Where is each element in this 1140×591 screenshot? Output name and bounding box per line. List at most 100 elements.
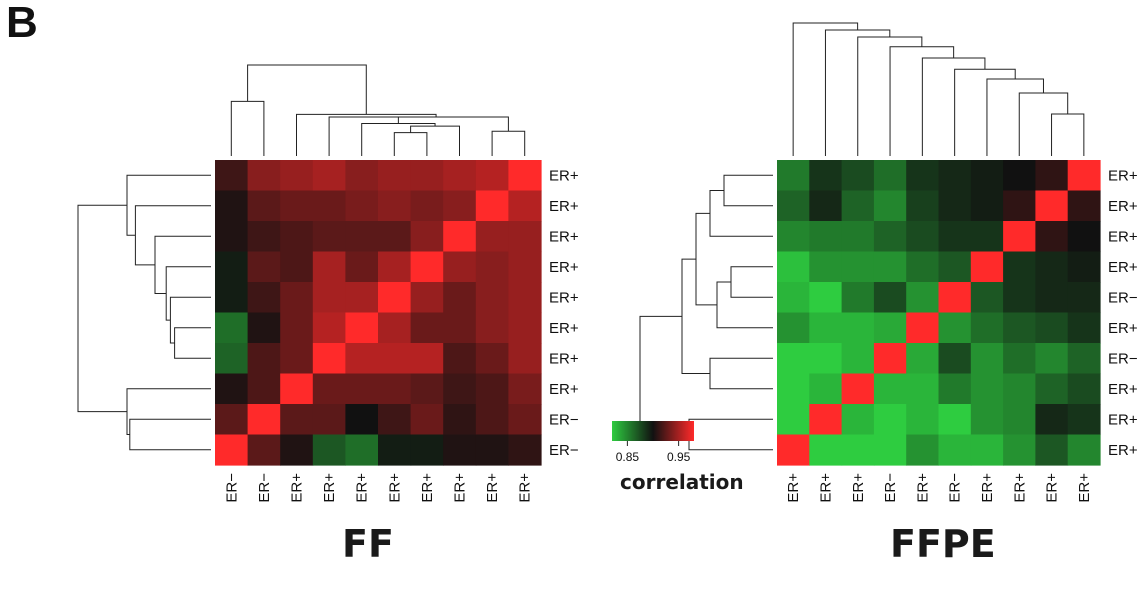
dendrogram-branch bbox=[169, 296, 211, 344]
dendrogram-branch bbox=[296, 113, 437, 156]
heatmap-cell bbox=[475, 282, 509, 314]
heatmap-cell bbox=[345, 404, 379, 436]
col-label: ER+ bbox=[484, 473, 501, 503]
dendrogram-branch bbox=[716, 281, 773, 329]
heatmap-cell bbox=[1003, 312, 1036, 344]
heatmap-cell bbox=[475, 160, 509, 192]
heatmap-cell bbox=[280, 434, 314, 466]
heatmap-cell bbox=[475, 221, 509, 253]
heatmap-cell bbox=[280, 343, 314, 375]
heatmap-cell bbox=[508, 221, 542, 253]
heatmap-cell bbox=[906, 221, 940, 253]
heatmap-cell bbox=[215, 251, 249, 283]
heatmap-cell bbox=[443, 312, 477, 344]
heatmap-cell bbox=[247, 373, 281, 405]
heatmap-cell bbox=[312, 190, 346, 222]
heatmap-cell bbox=[873, 312, 907, 344]
heatmap-cell bbox=[873, 160, 907, 192]
dendrogram-branch bbox=[165, 266, 211, 321]
heatmap-cell bbox=[906, 251, 940, 283]
dendrogram-branch bbox=[230, 100, 265, 156]
heatmap-cell bbox=[777, 312, 810, 344]
heatmap-cell bbox=[777, 282, 810, 314]
heatmap-cell bbox=[906, 434, 940, 466]
dendrogram-branch bbox=[889, 46, 955, 156]
col-label: ER− bbox=[947, 473, 964, 503]
heatmap-cell bbox=[508, 343, 542, 375]
heatmap-cell bbox=[777, 434, 810, 466]
heatmap-cell bbox=[841, 434, 875, 466]
heatmap-cell bbox=[1067, 160, 1101, 192]
heatmap-cell bbox=[378, 221, 412, 253]
heatmap-cell bbox=[508, 282, 542, 314]
col-label: ER− bbox=[256, 473, 273, 503]
row-label: ER+ bbox=[1108, 381, 1138, 398]
heatmap-cell bbox=[312, 373, 346, 405]
heatmap-cell bbox=[1067, 251, 1101, 283]
heatmap-cell bbox=[873, 373, 907, 405]
heatmap-cell bbox=[280, 221, 314, 253]
heatmap-cell bbox=[1035, 282, 1069, 314]
heatmap-cell bbox=[1067, 190, 1101, 222]
row-label: ER+ bbox=[549, 198, 579, 215]
heatmap-cell bbox=[410, 373, 444, 405]
heatmap-cell bbox=[1067, 221, 1101, 253]
heatmap-cell bbox=[508, 251, 542, 283]
dendrogram-branch bbox=[154, 235, 211, 294]
heatmap-cell bbox=[1003, 160, 1036, 192]
heatmap-cell bbox=[280, 282, 314, 314]
heatmap-cell bbox=[841, 343, 875, 375]
heatmap-cell bbox=[809, 221, 843, 253]
heatmap-cell bbox=[841, 282, 875, 314]
heatmap-cell bbox=[247, 343, 281, 375]
heatmap-cell bbox=[443, 160, 477, 192]
heatmap-cell bbox=[378, 434, 412, 466]
ff-heatmap bbox=[215, 160, 542, 466]
heatmap-cell bbox=[508, 404, 542, 436]
heatmap-cell bbox=[345, 434, 379, 466]
heatmap-cell bbox=[809, 282, 843, 314]
dendrogram-branch bbox=[986, 78, 1044, 156]
heatmap-cell bbox=[1067, 434, 1101, 466]
heatmap-cell bbox=[906, 160, 940, 192]
heatmap-cell bbox=[809, 343, 843, 375]
heatmap-cell bbox=[345, 282, 379, 314]
col-label: ER+ bbox=[289, 473, 306, 503]
dendrogram-branch bbox=[723, 174, 773, 207]
heatmap-cell bbox=[410, 251, 444, 283]
heatmap-cell bbox=[906, 373, 940, 405]
heatmap-cell bbox=[938, 221, 972, 253]
heatmap-cell bbox=[777, 160, 810, 192]
ff-panel-title: FF bbox=[342, 522, 394, 566]
col-label: ER+ bbox=[785, 473, 802, 503]
heatmap-cell bbox=[809, 190, 843, 222]
heatmap-cell bbox=[312, 282, 346, 314]
heatmap-cell bbox=[1035, 160, 1069, 192]
dendrogram-branch bbox=[695, 212, 717, 306]
heatmap-cell bbox=[841, 221, 875, 253]
heatmap-cell bbox=[777, 373, 810, 405]
dendrogram-branch bbox=[393, 132, 428, 156]
heatmap-cell bbox=[247, 190, 281, 222]
row-label: ER+ bbox=[1108, 198, 1138, 215]
heatmap-cell bbox=[1035, 251, 1069, 283]
color-scale-tick-label: 0.85 bbox=[616, 450, 640, 464]
heatmap-cell bbox=[1035, 190, 1069, 222]
color-scale-legend: 0.85 0.95 bbox=[612, 421, 694, 464]
heatmap-cell bbox=[841, 190, 875, 222]
dendrogram-branch bbox=[709, 190, 773, 237]
heatmap-cell bbox=[280, 373, 314, 405]
heatmap-cell bbox=[873, 190, 907, 222]
heatmap-cell bbox=[1003, 282, 1036, 314]
heatmap-cell bbox=[1035, 312, 1069, 344]
ffpe-heatmap bbox=[777, 160, 1101, 466]
heatmap-cell bbox=[215, 282, 249, 314]
heatmap-cell bbox=[443, 251, 477, 283]
heatmap-cell bbox=[841, 312, 875, 344]
heatmap-cell bbox=[1003, 404, 1036, 436]
col-label: ER+ bbox=[321, 473, 338, 503]
heatmap-cell bbox=[410, 190, 444, 222]
heatmap-cell bbox=[443, 190, 477, 222]
ff-row-labels: ER+ ER+ ER+ ER+ ER+ ER+ ER+ ER+ ER− ER− bbox=[549, 167, 579, 459]
heatmap-cell bbox=[938, 404, 972, 436]
